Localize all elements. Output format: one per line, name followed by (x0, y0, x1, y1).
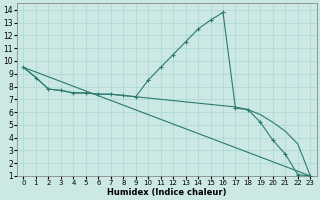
X-axis label: Humidex (Indice chaleur): Humidex (Indice chaleur) (107, 188, 227, 197)
